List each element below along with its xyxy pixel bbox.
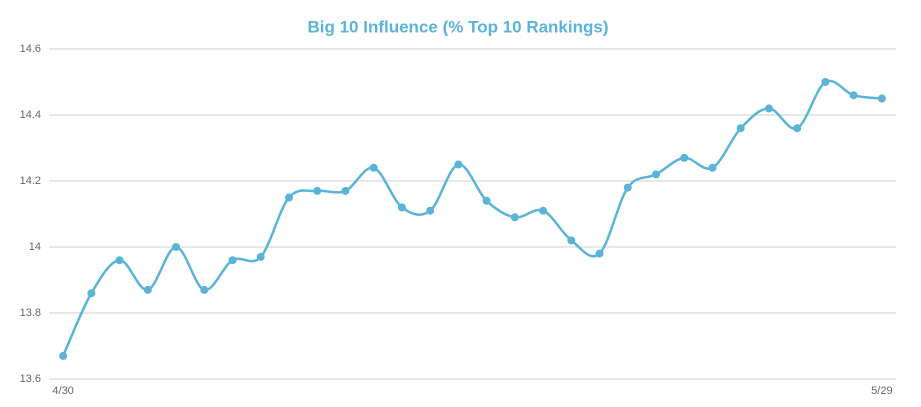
point	[708, 163, 717, 172]
point	[482, 196, 491, 205]
point	[652, 170, 661, 179]
point	[143, 285, 152, 294]
y-tick-label: 14.2	[20, 175, 41, 187]
point	[87, 289, 96, 298]
point	[680, 153, 689, 162]
y-tick-label: 13.8	[20, 307, 41, 319]
chart-title: Big 10 Influence (% Top 10 Rankings)	[307, 17, 608, 36]
point	[821, 78, 830, 86]
point	[284, 193, 293, 202]
point	[200, 285, 209, 294]
point	[228, 256, 237, 265]
point	[764, 104, 773, 113]
y-tick-label: 14	[29, 241, 41, 253]
point	[736, 124, 745, 133]
point	[426, 206, 435, 215]
point	[539, 206, 548, 215]
point	[313, 186, 322, 195]
y-tick-label: 13.6	[20, 373, 41, 385]
point	[567, 236, 576, 245]
point	[595, 249, 604, 258]
y-tick-label: 14.4	[20, 109, 41, 121]
point	[793, 124, 802, 133]
point	[510, 213, 519, 222]
point	[397, 203, 406, 212]
point	[454, 160, 463, 169]
x-tick-label: 4/30	[52, 385, 73, 397]
point	[256, 252, 265, 261]
point	[623, 183, 632, 192]
point	[369, 163, 378, 172]
point	[115, 256, 124, 265]
y-tick-label: 14.6	[20, 43, 41, 55]
line	[61, 79, 883, 357]
point	[172, 243, 181, 251]
point	[59, 351, 68, 360]
x-tick-label: 5/29	[871, 385, 892, 397]
point	[849, 91, 858, 100]
point	[341, 186, 350, 195]
point	[877, 94, 886, 103]
